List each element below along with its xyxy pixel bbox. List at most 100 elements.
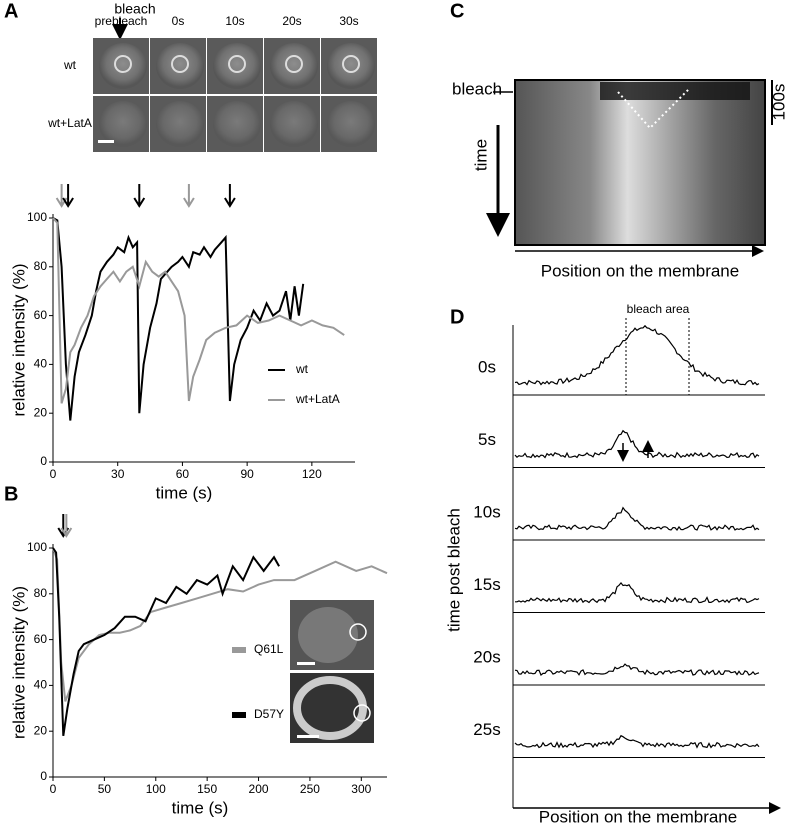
- data-line: [52, 547, 280, 736]
- legend-swatch: [232, 712, 246, 718]
- x-tick-label: 150: [197, 782, 217, 796]
- vacuole: [171, 55, 189, 73]
- trace-label: 20s: [473, 647, 500, 666]
- cell: [99, 101, 147, 147]
- trace-label: 25s: [473, 720, 500, 739]
- bleach-arrow: [224, 184, 236, 208]
- data-line: [52, 217, 345, 404]
- bleach-arrow: [133, 184, 146, 208]
- vacuole: [228, 55, 246, 73]
- cell: [327, 43, 375, 89]
- legend-label: wt+LatA: [295, 392, 340, 406]
- y-tick-label: 40: [34, 678, 48, 692]
- legend-label: Q61L: [254, 642, 284, 656]
- axis-title: time: [471, 139, 490, 171]
- x-tick-label: 60: [176, 467, 190, 481]
- cell: [213, 43, 261, 89]
- recovery-outline: [617, 87, 691, 130]
- trace: [514, 734, 760, 749]
- y-tick-label: 60: [34, 308, 48, 322]
- x-tick-label: 0: [50, 782, 57, 796]
- legend-label: D57Y: [254, 707, 284, 721]
- y-tick-label: 60: [34, 632, 48, 646]
- panel-label: B: [4, 483, 18, 505]
- y-tick-label: 40: [34, 357, 48, 371]
- scale-bar: [297, 735, 319, 738]
- column-label: 10s: [225, 14, 244, 28]
- y-tick-label: 80: [34, 259, 48, 273]
- scale-bar: [98, 140, 114, 143]
- trace-label: 5s: [478, 430, 496, 449]
- axis-title: Position on the membrane: [539, 807, 737, 826]
- x-tick-label: 300: [351, 782, 371, 796]
- x-tick-label: 250: [300, 782, 320, 796]
- data-line: [52, 217, 305, 421]
- panel-label: A: [4, 0, 18, 22]
- x-tick-label: 120: [302, 467, 322, 481]
- trace: [514, 506, 760, 531]
- trace-label: 15s: [473, 575, 500, 594]
- y-tick-label: 20: [34, 723, 48, 737]
- column-label: 0s: [172, 14, 185, 28]
- vacuole: [342, 55, 360, 73]
- cell: [270, 43, 318, 89]
- panel-label: C: [450, 0, 464, 22]
- trace-label: 10s: [473, 502, 500, 521]
- y-tick-label: 100: [27, 540, 47, 554]
- trace: [514, 429, 760, 459]
- x-tick-label: 30: [111, 467, 125, 481]
- bleach-label: bleach: [452, 79, 502, 98]
- legend-swatch: [232, 647, 246, 653]
- bleach-roi: [353, 704, 371, 722]
- y-tick-label: 0: [40, 769, 47, 783]
- cell: [213, 101, 261, 147]
- x-tick-label: 100: [146, 782, 166, 796]
- axis-title: relative intensity (%): [9, 586, 28, 739]
- bleach-arrow: [62, 184, 74, 208]
- x-tick-label: 90: [240, 467, 254, 481]
- cell: [156, 43, 204, 89]
- cell: [298, 607, 358, 663]
- y-tick-label: 20: [34, 405, 48, 419]
- column-label: 20s: [282, 14, 301, 28]
- y-tick-label: 100: [27, 210, 47, 224]
- y-tick-label: 0: [40, 454, 47, 468]
- cell: [293, 676, 367, 740]
- column-label: prebleach: [95, 14, 148, 28]
- annotation: bleach area: [627, 302, 690, 316]
- x-tick-label: 0: [50, 467, 57, 481]
- bleach-label: bleach: [114, 1, 155, 17]
- scale-label: 100s: [769, 84, 788, 121]
- trace: [514, 663, 760, 676]
- axis-title: time post bleach: [444, 508, 463, 632]
- panel-label: D: [450, 306, 464, 328]
- axis-title: time (s): [156, 483, 213, 502]
- vacuole: [114, 55, 132, 73]
- trace: [515, 581, 760, 604]
- legend-label: wt: [295, 362, 309, 376]
- bleach-arrow: [183, 184, 195, 208]
- image-grid: [93, 38, 377, 152]
- vacuole: [285, 55, 303, 73]
- trace: [514, 324, 760, 386]
- row-label: wt: [63, 58, 77, 72]
- axis-title: time (s): [172, 798, 229, 817]
- bleach-arrow: [60, 514, 73, 538]
- column-label: 30s: [339, 14, 358, 28]
- axis-title: relative intensity (%): [9, 263, 28, 416]
- kymograph: [514, 79, 766, 246]
- axis-title: Position on the membrane: [541, 261, 739, 280]
- trace-panel: [513, 324, 765, 758]
- scale-bar: [297, 662, 315, 665]
- bleached-zone: [600, 82, 750, 100]
- row-label: wt+LatA: [47, 116, 92, 130]
- x-tick-label: 200: [249, 782, 269, 796]
- cell: [270, 101, 318, 147]
- bleach-roi: [349, 623, 367, 641]
- y-tick-label: 80: [34, 586, 48, 600]
- x-tick-label: 50: [98, 782, 112, 796]
- cell: [327, 101, 375, 147]
- trace-label: 0s: [478, 357, 496, 376]
- cell: [156, 101, 204, 147]
